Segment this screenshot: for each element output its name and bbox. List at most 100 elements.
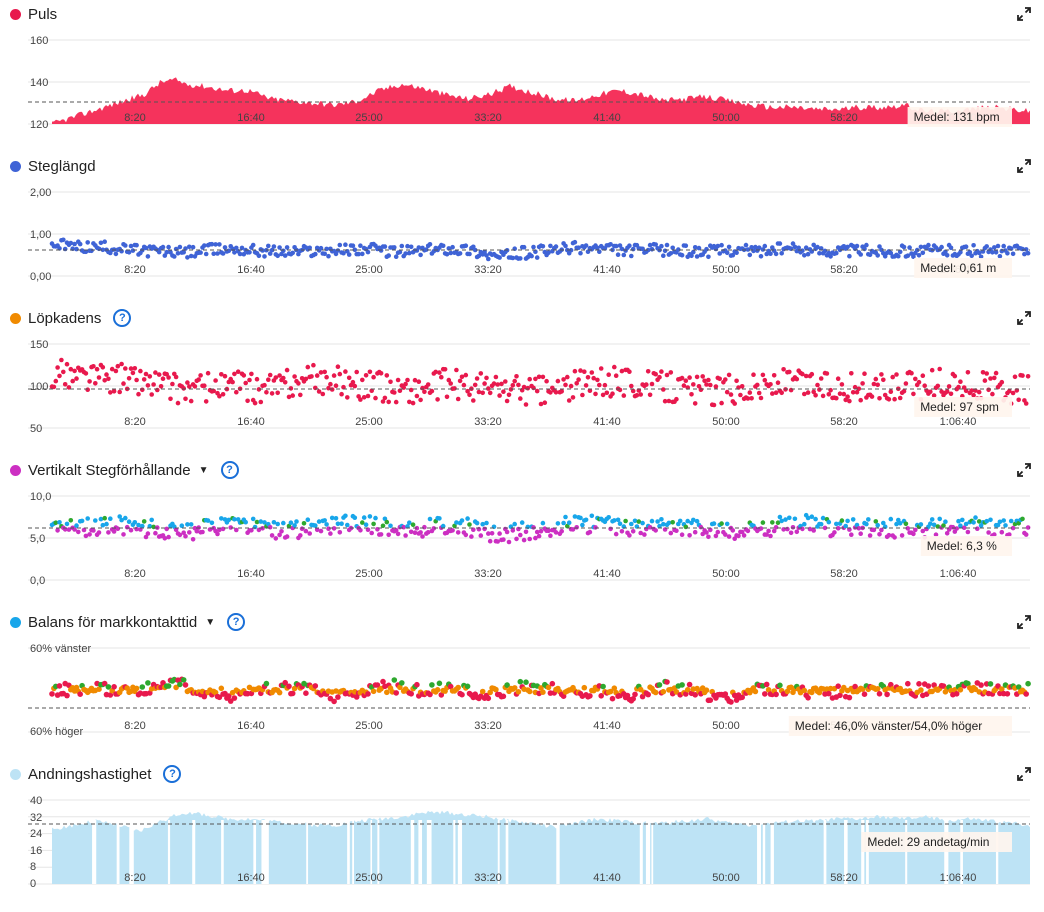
data-point bbox=[365, 393, 371, 399]
expand-icon[interactable] bbox=[1016, 310, 1032, 326]
data-point bbox=[89, 248, 94, 254]
data-point bbox=[269, 391, 275, 396]
data-point bbox=[581, 684, 588, 691]
data-point bbox=[183, 534, 188, 539]
data-point bbox=[692, 245, 698, 250]
data-point bbox=[990, 391, 995, 397]
data-point bbox=[762, 377, 768, 383]
data-point bbox=[399, 243, 405, 249]
data-point bbox=[187, 530, 192, 535]
data-point bbox=[613, 373, 619, 379]
data-point bbox=[282, 253, 288, 258]
expand-icon[interactable] bbox=[1016, 462, 1032, 478]
data-point bbox=[247, 377, 252, 383]
data-point bbox=[696, 384, 702, 389]
data-point bbox=[386, 532, 392, 538]
data-point bbox=[644, 382, 649, 387]
panel-header: Andningshastighet? bbox=[10, 764, 182, 784]
data-point bbox=[452, 386, 457, 391]
data-point bbox=[200, 529, 205, 535]
data-point bbox=[220, 251, 226, 256]
data-point bbox=[403, 533, 408, 538]
expand-icon[interactable] bbox=[1016, 6, 1032, 22]
expand-icon[interactable] bbox=[1016, 766, 1032, 782]
data-point bbox=[266, 243, 271, 249]
data-point bbox=[617, 243, 623, 248]
data-point bbox=[976, 389, 982, 395]
help-icon[interactable]: ? bbox=[163, 765, 182, 783]
data-point bbox=[416, 245, 422, 250]
data-point bbox=[139, 684, 146, 690]
data-point bbox=[518, 532, 523, 538]
data-point bbox=[1015, 684, 1022, 690]
data-point bbox=[290, 393, 296, 398]
dropdown-caret-icon[interactable]: ▼ bbox=[198, 464, 209, 476]
data-point bbox=[343, 369, 348, 374]
data-point bbox=[444, 251, 450, 257]
data-point bbox=[976, 519, 982, 524]
data-point bbox=[824, 371, 830, 376]
data-point bbox=[493, 686, 499, 693]
data-point bbox=[832, 530, 837, 535]
data-point bbox=[670, 520, 675, 525]
data-point bbox=[707, 697, 714, 703]
data-point bbox=[536, 533, 542, 539]
data-point bbox=[613, 243, 619, 249]
data-point bbox=[234, 527, 239, 533]
chart-gct: 60% vänster 60% höger 8:20 16:40 25:00 33:20 4… bbox=[28, 643, 1031, 738]
help-icon[interactable]: ? bbox=[220, 461, 239, 479]
data-point bbox=[96, 686, 102, 692]
data-point bbox=[689, 392, 694, 397]
data-point bbox=[531, 525, 536, 530]
data-point bbox=[243, 519, 248, 525]
data-point bbox=[801, 687, 808, 694]
panel-title: Andningshastighet bbox=[28, 765, 152, 783]
data-point bbox=[467, 522, 472, 527]
data-point bbox=[61, 237, 66, 243]
data-point bbox=[813, 516, 818, 522]
data-point bbox=[106, 376, 111, 382]
data-point bbox=[292, 374, 297, 379]
data-point bbox=[681, 383, 687, 388]
data-point bbox=[933, 532, 939, 537]
data-point bbox=[476, 389, 482, 395]
data-point bbox=[997, 519, 1003, 525]
data-point bbox=[617, 521, 623, 526]
data-point bbox=[128, 366, 134, 371]
data-point bbox=[182, 682, 189, 688]
data-point bbox=[1003, 523, 1008, 528]
data-point bbox=[49, 691, 55, 697]
data-point bbox=[226, 517, 232, 523]
expand-icon[interactable] bbox=[1016, 614, 1032, 630]
data-point bbox=[486, 386, 491, 391]
expand-icon[interactable] bbox=[1016, 158, 1032, 174]
data-point bbox=[489, 531, 495, 536]
data-point bbox=[123, 515, 128, 521]
dropdown-caret-icon[interactable]: ▼ bbox=[205, 616, 216, 628]
data-point bbox=[322, 251, 328, 257]
data-point bbox=[478, 371, 484, 376]
data-point bbox=[277, 373, 282, 378]
data-point bbox=[585, 249, 591, 254]
help-icon[interactable]: ? bbox=[227, 613, 246, 631]
data-point bbox=[478, 533, 484, 538]
data-point bbox=[503, 379, 508, 384]
data-point bbox=[335, 521, 341, 527]
data-point bbox=[971, 243, 976, 248]
data-point bbox=[397, 388, 403, 394]
data-point bbox=[442, 367, 448, 372]
data-point bbox=[657, 374, 662, 380]
data-point bbox=[217, 527, 222, 533]
data-point bbox=[346, 252, 352, 257]
x-tick-label: 50:00 bbox=[712, 720, 740, 732]
data-gap bbox=[261, 820, 265, 884]
data-point bbox=[130, 370, 136, 376]
help-icon[interactable]: ? bbox=[113, 309, 132, 327]
data-point bbox=[143, 534, 149, 540]
data-point bbox=[105, 684, 112, 690]
data-point bbox=[689, 253, 694, 259]
y-tick-label: 60% vänster bbox=[30, 643, 91, 655]
data-point bbox=[723, 377, 728, 382]
data-point bbox=[341, 384, 346, 390]
data-point bbox=[501, 389, 506, 395]
